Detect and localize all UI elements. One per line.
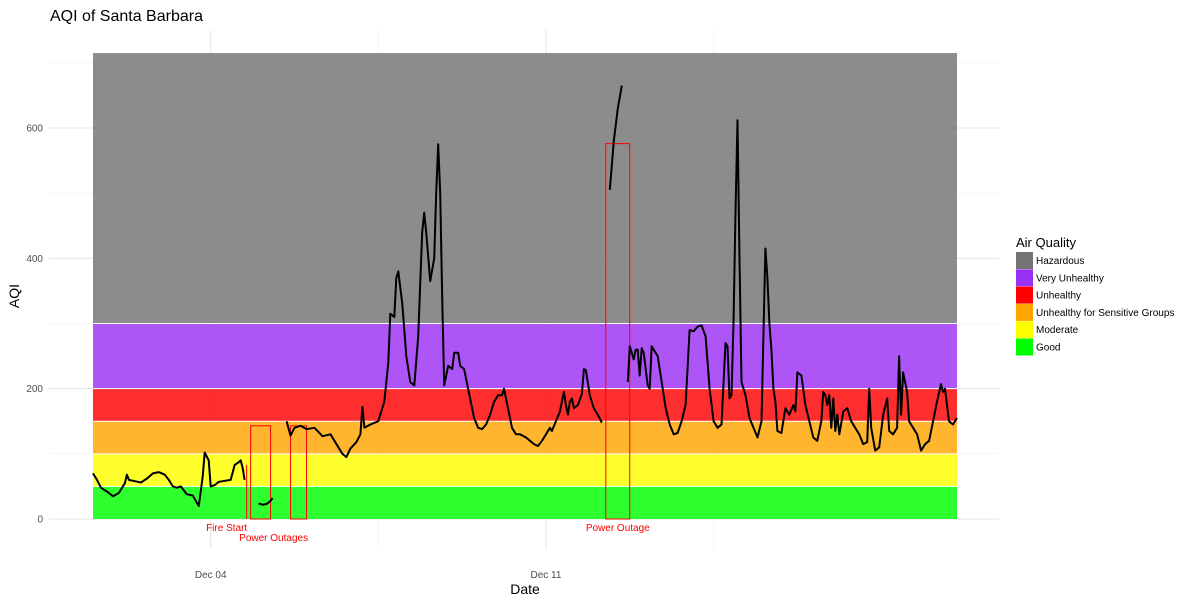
- y-tick-label: 200: [26, 384, 43, 395]
- legend-label: Unhealthy for Sensitive Groups: [1036, 308, 1174, 319]
- legend: Air Quality Hazardous Very Unhealthy Unhea…: [1016, 235, 1174, 356]
- band-moderate: [93, 453, 957, 487]
- legend-label: Hazardous: [1036, 256, 1084, 267]
- x-tick-label: Dec 04: [195, 570, 227, 581]
- band-hazardous: [93, 53, 957, 324]
- y-axis-title: AQI: [6, 284, 22, 308]
- aqi-line-segment: [608, 85, 623, 190]
- aqi-line: [92, 85, 958, 507]
- y-tick-label: 400: [26, 254, 43, 265]
- x-tick-label: Dec 11: [530, 570, 561, 581]
- legend-swatch: [1016, 286, 1033, 304]
- x-axis-title: Date: [510, 581, 540, 597]
- legend-label: Unhealthy: [1036, 291, 1081, 302]
- y-tick-label: 600: [26, 123, 43, 134]
- legend-title: Air Quality: [1016, 235, 1076, 250]
- legend-label: Moderate: [1036, 325, 1079, 336]
- annotation-label: Power Outage: [586, 523, 650, 534]
- aqi-line-segment: [285, 143, 603, 459]
- aqi-line-segment: [258, 497, 274, 506]
- legend-swatch: [1016, 338, 1033, 356]
- legend-swatch: [1016, 321, 1033, 339]
- annotation-label: Power Outages: [239, 533, 308, 544]
- band-unhealthy: [93, 388, 957, 422]
- aqi-bands: [93, 53, 957, 519]
- axis-ticks: 0 200 400 600 Dec 04 Dec 11: [26, 123, 562, 581]
- legend-label: Good: [1036, 343, 1060, 354]
- aqi-line-segment: [92, 451, 246, 507]
- chart-title: AQI of Santa Barbara: [50, 8, 203, 25]
- band-good: [93, 486, 957, 519]
- band-very-unhealthy: [93, 323, 957, 389]
- aqi-line-segment: [626, 119, 958, 452]
- annotation-label: Fire Start: [206, 523, 247, 534]
- legend-swatch: [1016, 269, 1033, 287]
- legend-swatch: [1016, 252, 1033, 269]
- y-tick-label: 0: [37, 515, 43, 526]
- annotation-power-outage-box: [605, 143, 631, 520]
- legend-swatch: [1016, 303, 1033, 321]
- annotation-power-outage-box: [250, 425, 272, 520]
- legend-label: Very Unhealthy: [1036, 273, 1104, 284]
